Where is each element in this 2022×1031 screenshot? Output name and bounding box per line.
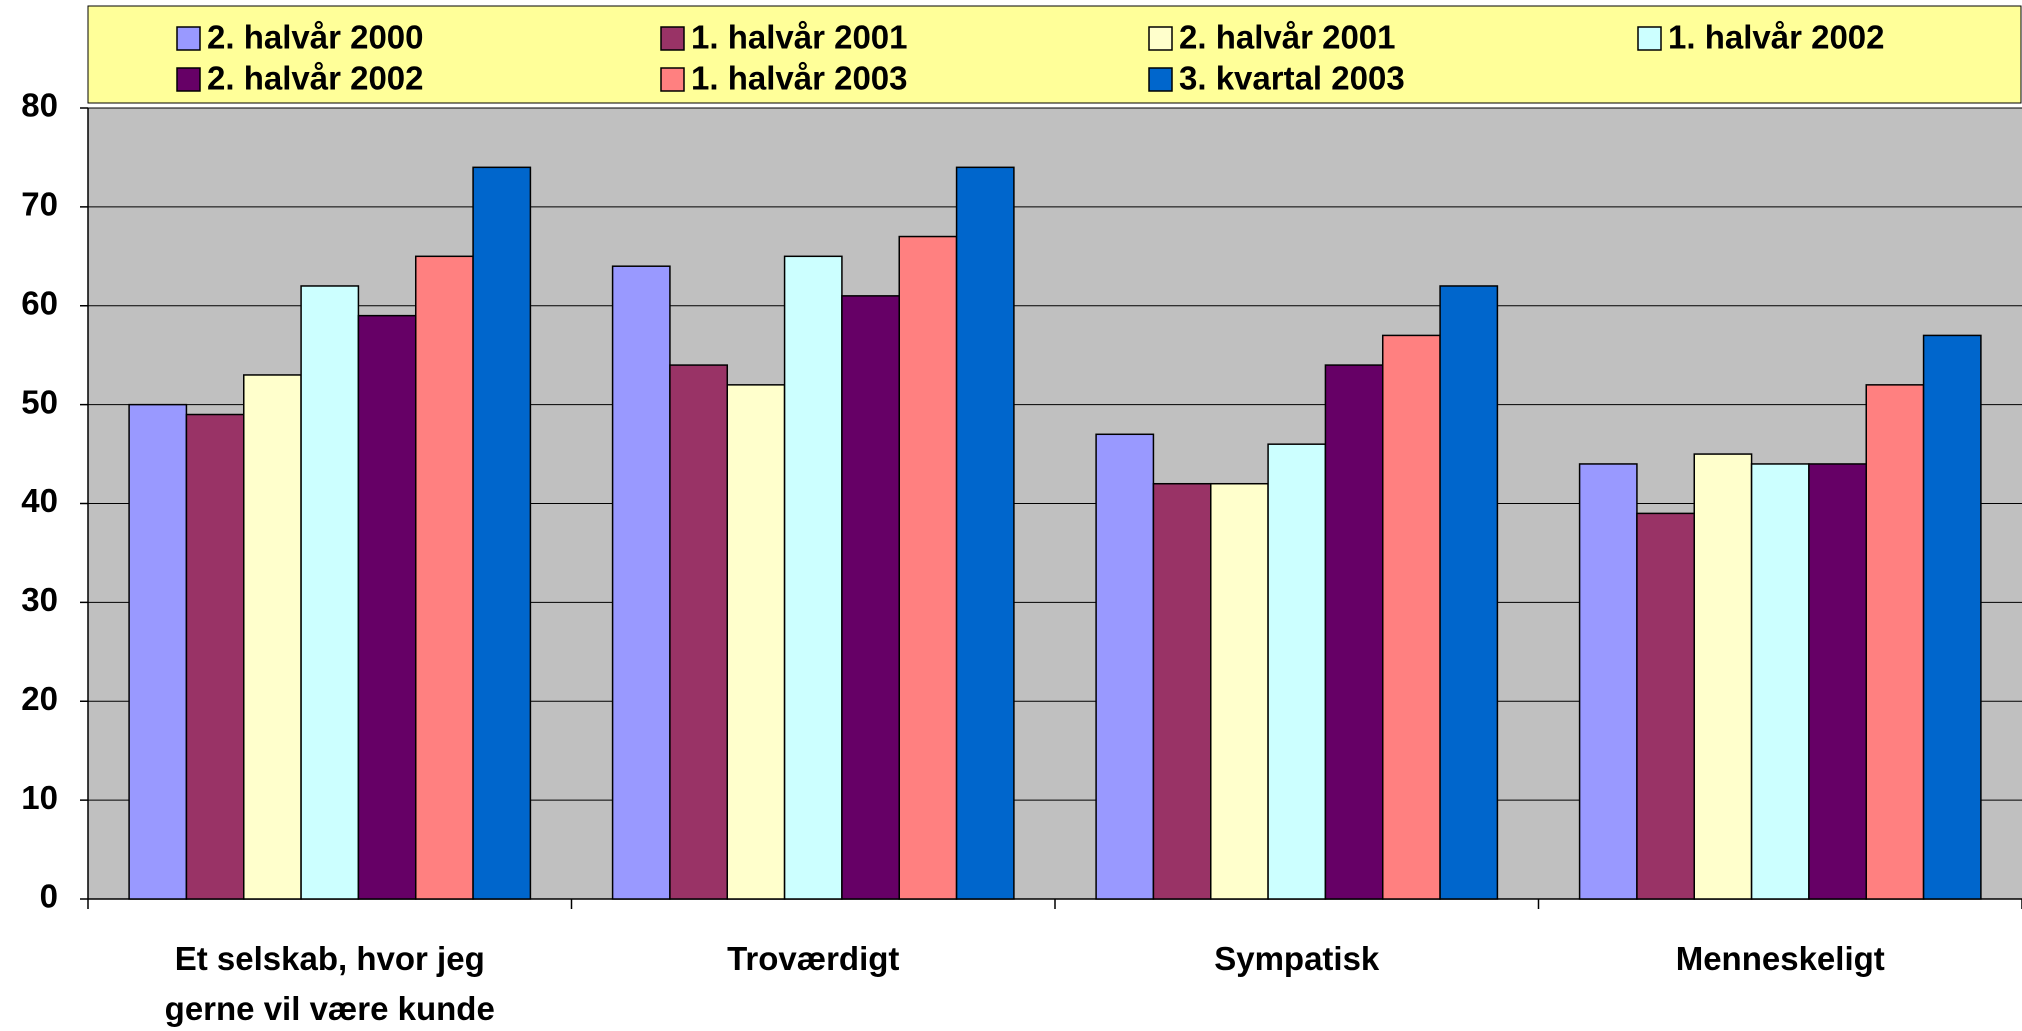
bar bbox=[357, 314, 417, 900]
x-tick-label: Et selskab, hvor jeg gerne vil være kund… bbox=[164, 940, 495, 1027]
bar bbox=[611, 265, 671, 900]
bar bbox=[841, 295, 900, 900]
bar bbox=[1267, 443, 1327, 900]
legend-swatch bbox=[660, 26, 685, 51]
legend-swatch bbox=[1637, 26, 1662, 51]
bar bbox=[1381, 334, 1441, 900]
bar bbox=[414, 255, 474, 900]
y-tick-label: 80 bbox=[21, 87, 58, 124]
legend-swatch bbox=[176, 67, 201, 92]
bar bbox=[472, 166, 532, 900]
bar bbox=[1324, 364, 1384, 900]
legend-swatch bbox=[1148, 67, 1173, 92]
bar bbox=[1808, 463, 1867, 900]
legend-swatch bbox=[176, 26, 201, 51]
bar bbox=[185, 413, 245, 900]
legend-label: 2. halvår 2000 bbox=[207, 19, 424, 56]
legend-label: 3. kvartal 2003 bbox=[1179, 60, 1405, 97]
legend bbox=[87, 5, 2022, 104]
bar bbox=[1750, 463, 1810, 900]
y-tick-label: 60 bbox=[21, 284, 58, 321]
legend-label: 2. halvår 2001 bbox=[1179, 19, 1396, 56]
bar bbox=[898, 235, 958, 900]
legend-label: 1. halvår 2003 bbox=[691, 60, 908, 97]
bar bbox=[1578, 463, 1638, 900]
bar bbox=[1922, 334, 1982, 900]
y-tick-label: 10 bbox=[21, 779, 58, 816]
y-tick-label: 20 bbox=[21, 680, 58, 717]
y-tick-label: 70 bbox=[21, 186, 58, 223]
bar bbox=[1693, 453, 1753, 900]
y-tick-label: 50 bbox=[21, 383, 58, 420]
bar bbox=[1152, 482, 1212, 900]
x-tick-label: Menneskeligt bbox=[1675, 940, 1885, 977]
legend-label: 2. halvår 2002 bbox=[207, 60, 424, 97]
legend-label: 1. halvår 2002 bbox=[1668, 19, 1885, 56]
bar bbox=[1095, 433, 1155, 900]
bar bbox=[128, 403, 188, 900]
bar bbox=[300, 285, 360, 900]
bar bbox=[1636, 512, 1696, 900]
bar bbox=[669, 364, 729, 900]
bar bbox=[1439, 285, 1499, 900]
bar bbox=[955, 166, 1015, 900]
bar bbox=[243, 374, 302, 900]
bar bbox=[726, 384, 786, 900]
x-tick-label: Troværdigt bbox=[727, 940, 900, 977]
y-tick-label: 30 bbox=[21, 581, 58, 618]
y-tick-label: 0 bbox=[40, 878, 58, 915]
legend-swatch bbox=[1148, 26, 1173, 51]
legend-label: 1. halvår 2001 bbox=[691, 19, 908, 56]
bar bbox=[783, 255, 843, 900]
bar bbox=[1865, 384, 1925, 900]
x-tick-label: Sympatisk bbox=[1214, 940, 1380, 977]
y-tick-label: 40 bbox=[21, 482, 58, 519]
bar bbox=[1210, 482, 1269, 900]
legend-swatch bbox=[660, 67, 685, 92]
